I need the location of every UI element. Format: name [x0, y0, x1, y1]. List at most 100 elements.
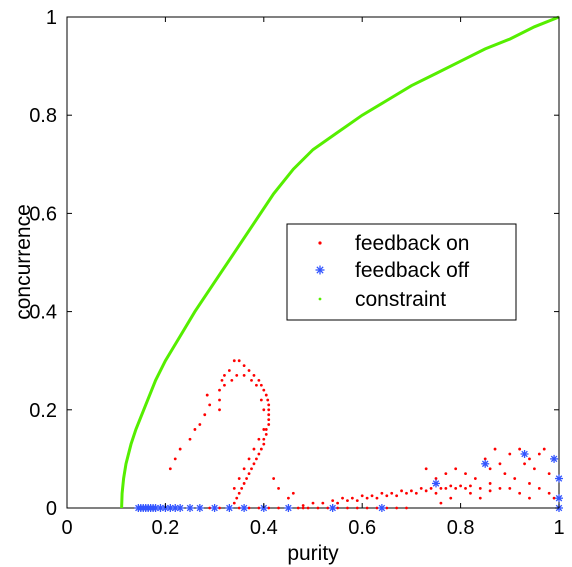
feedback-on-point [459, 484, 462, 488]
feedback-off-point-stroke [550, 455, 558, 463]
feedback-on-point [488, 467, 492, 471]
feedback-on-point [247, 472, 251, 476]
feedback-on-point [508, 452, 512, 456]
feedback-off-point [432, 479, 440, 488]
feedback-on-point [537, 452, 541, 456]
feedback-on-point [547, 491, 551, 495]
feedback-on-point [237, 506, 241, 510]
feedback-on-point [235, 374, 239, 377]
feedback-on-point [528, 482, 531, 485]
feedback-on-point [245, 477, 248, 480]
feedback-off-point [284, 504, 293, 512]
feedback-on-point [528, 457, 531, 461]
feedback-off-point-stroke [226, 504, 233, 512]
feedback-on-point [257, 437, 261, 441]
constraint-line [120, 15, 560, 509]
feedback-on-point [419, 486, 423, 490]
legend-marker-constraint [318, 297, 322, 301]
feedback-on-point [414, 491, 418, 495]
feedback-on-point [262, 442, 266, 446]
y-tick-label: 0.2 [29, 400, 57, 422]
y-tick-label: 0.6 [29, 203, 57, 225]
feedback-off-point [555, 494, 563, 503]
feedback-on-point [326, 506, 330, 510]
feedback-on-point [498, 486, 502, 490]
feedback-on-point [267, 418, 271, 422]
feedback-on-point [375, 496, 379, 500]
feedback-on-point [552, 496, 556, 500]
feedback-on-point [518, 491, 522, 495]
feedback-on-point [267, 408, 271, 412]
feedback-on-point [336, 506, 339, 510]
feedback-on-point [424, 489, 428, 493]
feedback-on-point [242, 364, 246, 368]
feedback-on-point [250, 378, 253, 382]
feedback-on-point [287, 496, 290, 500]
feedback-off-point [176, 504, 185, 512]
feedback-on-point [262, 388, 266, 392]
feedback-on-point [478, 496, 482, 500]
feedback-off-point [186, 504, 194, 512]
feedback-on-point [508, 486, 512, 490]
feedback-on-point [498, 462, 502, 466]
feedback-on-point [355, 506, 359, 510]
feedback-on-point [232, 359, 236, 363]
feedback-on-point [277, 506, 280, 510]
feedback-on-point [375, 506, 379, 510]
feedback-on-point [223, 374, 226, 377]
feedback-on-point [365, 506, 369, 510]
feedback-on-point [503, 472, 507, 476]
feedback-on-point [537, 486, 541, 490]
feedback-on-point [547, 472, 551, 476]
feedback-on-point [178, 447, 182, 451]
feedback-off-point-stroke [176, 504, 184, 512]
feedback-on-point [235, 496, 239, 500]
feedback-on-point [360, 494, 364, 498]
feedback-on-point [469, 491, 472, 495]
feedback-on-point [247, 369, 251, 372]
feedback-on-point [267, 413, 271, 417]
feedback-on-point [301, 504, 305, 507]
feedback-on-point [434, 477, 438, 480]
feedback-on-point [255, 457, 258, 461]
feedback-on-point [208, 403, 212, 407]
feedback-on-point [533, 467, 536, 471]
feedback-on-point [223, 383, 226, 387]
feedback-on-point [449, 496, 453, 500]
feedback-on-point [262, 437, 266, 441]
feedback-on-point [410, 489, 413, 493]
feedback-off-point-stroke [521, 450, 528, 458]
legend-marker-feedback-off-stroke [316, 266, 324, 274]
feedback-on-point [488, 489, 492, 493]
feedback-off-point-stroke [152, 504, 159, 512]
feedback-on-point [257, 506, 261, 510]
legend-marker-feedback-on [318, 241, 322, 245]
feedback-off-point [550, 454, 559, 463]
feedback-on-point [395, 494, 399, 498]
feedback-off-point-stroke [171, 504, 179, 512]
feedback-on-point [188, 437, 192, 441]
feedback-on-point [291, 491, 295, 495]
feedback-on-point [257, 452, 261, 456]
y-axis-label: concurrence [12, 204, 35, 320]
feedback-on-point [380, 491, 384, 495]
feedback-off-point [225, 504, 234, 512]
feedback-on-point [259, 398, 263, 402]
feedback-on-point [513, 477, 517, 480]
feedback-on-point [306, 506, 310, 510]
feedback-on-point [385, 506, 389, 510]
feedback-on-point [218, 398, 221, 402]
feedback-on-point [227, 369, 231, 372]
feedback-on-point [311, 501, 315, 505]
feedback-off-point-stroke [167, 504, 174, 512]
feedback-on-point [264, 428, 268, 431]
feedback-on-point [242, 374, 246, 377]
feedback-on-point [232, 501, 236, 505]
y-tick-label: 1 [46, 7, 57, 29]
x-tick-label: 0.8 [447, 517, 475, 539]
y-tick-label: 0.8 [29, 105, 57, 127]
feedback-on-point [218, 506, 221, 510]
feedback-off-point [481, 459, 490, 468]
feedback-on-point [267, 423, 271, 426]
feedback-on-point [301, 506, 305, 510]
